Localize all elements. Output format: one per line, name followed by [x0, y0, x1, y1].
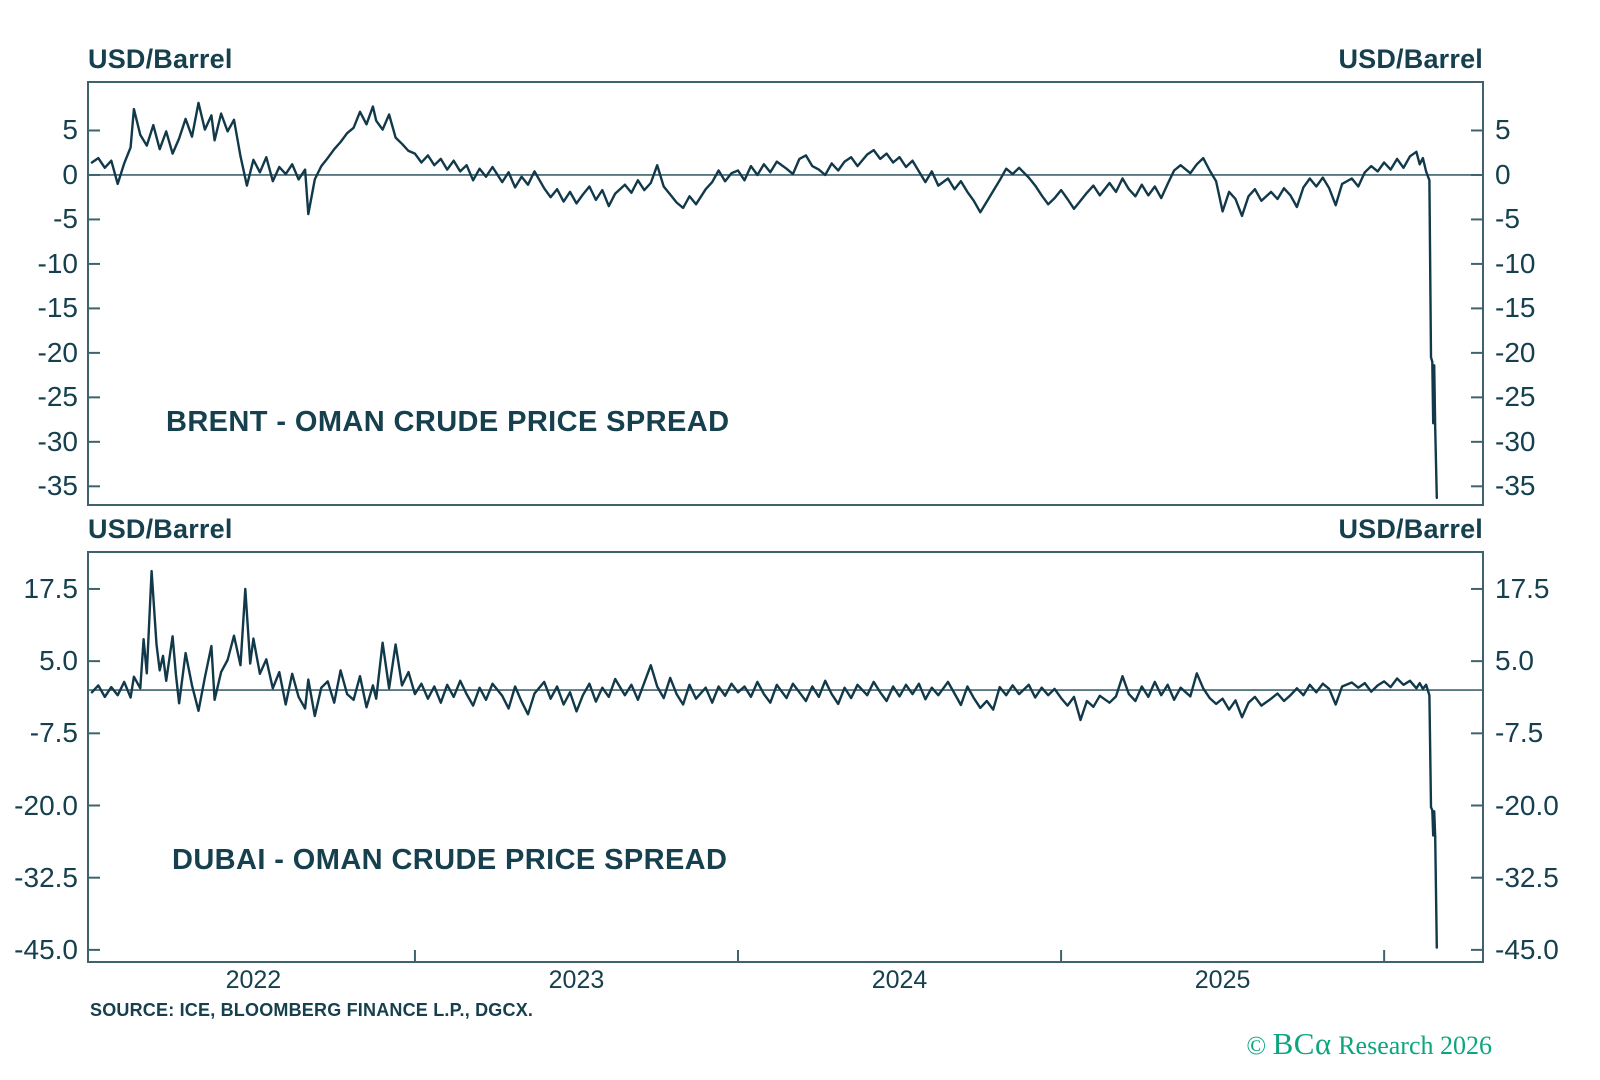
- y-tick-label-left: -25: [37, 381, 78, 413]
- y-tick-label-right: -45.0: [1495, 933, 1559, 965]
- top-panel-title: BRENT - OMAN CRUDE PRICE SPREAD: [166, 406, 730, 438]
- y-tick-label-left: 5.0: [39, 645, 78, 677]
- y-tick-label-right: -15: [1495, 292, 1536, 324]
- y-tick-label-right: -20.0: [1495, 789, 1559, 821]
- panel-1-frame: [87, 551, 1484, 963]
- y-tick-label-right: -5: [1495, 203, 1520, 235]
- y-tick-label-right: 0: [1495, 158, 1511, 190]
- y-tick-label-left: -10: [37, 247, 78, 279]
- y-tick-label-right: -35: [1495, 470, 1536, 502]
- y-tick-label-left: -7.5: [29, 717, 78, 749]
- y-tick-label-left: 17.5: [23, 572, 79, 604]
- brent-oman-spread-line: [90, 101, 1438, 500]
- copyright-suffix: Research 2026: [1331, 1031, 1492, 1060]
- y-tick-label-left: -20: [37, 336, 78, 368]
- y-tick-label-right: -7.5: [1495, 717, 1544, 749]
- y-tick-label-left: -5: [53, 203, 78, 235]
- y-tick-label-left: -35: [37, 470, 78, 502]
- y-tick-label-right: 17.5: [1495, 572, 1550, 604]
- bca-logo-text: BCα: [1272, 1026, 1332, 1061]
- x-axis-year-label: 2024: [871, 966, 928, 994]
- bottom-panel-unit-label-right: USD/Barrel: [1338, 514, 1483, 544]
- y-tick-label-left: 0: [62, 158, 78, 190]
- source-note: SOURCE: ICE, BLOOMBERG FINANCE L.P., DGC…: [90, 1000, 534, 1020]
- x-axis-year-label: 2025: [1194, 966, 1251, 994]
- y-tick-label-right: -10: [1495, 247, 1536, 279]
- top-panel-unit-label-left: USD/Barrel: [88, 44, 233, 74]
- y-tick-label-left: -45.0: [14, 933, 78, 965]
- y-tick-label-right: -25: [1495, 381, 1536, 413]
- y-tick-label-right: -20: [1495, 336, 1536, 368]
- y-tick-label-left: -32.5: [14, 861, 78, 893]
- y-tick-label-left: 5: [62, 114, 78, 146]
- y-tick-label-right: -32.5: [1495, 861, 1559, 893]
- y-tick-label-left: -30: [37, 425, 78, 457]
- copyright-prefix: ©: [1246, 1031, 1273, 1060]
- panel-0-frame: [87, 81, 1484, 506]
- copyright-line: © BCα Research 2026: [1000, 1026, 1492, 1062]
- y-tick-label-left: -15: [37, 292, 78, 324]
- dubai-oman-spread-line: [90, 569, 1438, 949]
- bottom-panel-title: DUBAI - OMAN CRUDE PRICE SPREAD: [172, 844, 728, 876]
- x-axis-year-label: 2022: [225, 966, 282, 994]
- bottom-panel-unit-label-left: USD/Barrel: [88, 514, 233, 544]
- y-tick-label-right: 5.0: [1495, 645, 1534, 677]
- x-axis-year-label: 2023: [548, 966, 605, 994]
- top-panel-unit-label-right: USD/Barrel: [1338, 44, 1483, 74]
- y-tick-label-right: -30: [1495, 425, 1536, 457]
- y-tick-label-right: 5: [1495, 114, 1511, 146]
- y-tick-label-left: -20.0: [14, 789, 78, 821]
